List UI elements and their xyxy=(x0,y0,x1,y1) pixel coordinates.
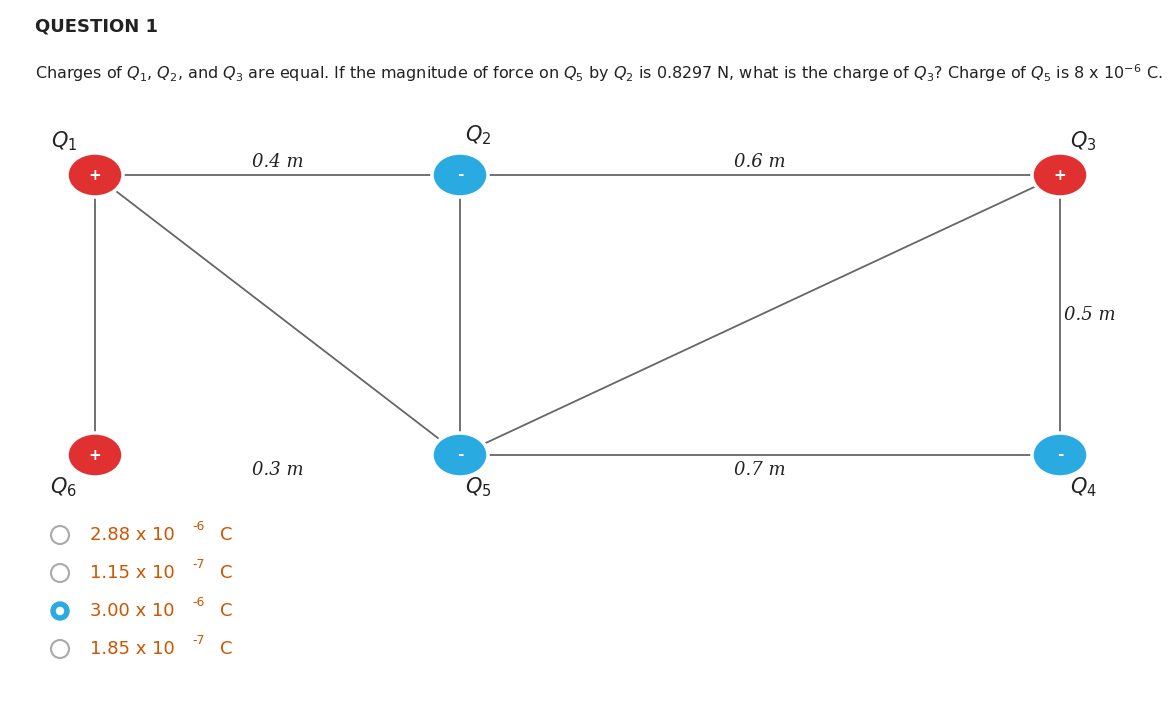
Ellipse shape xyxy=(432,433,488,477)
Text: -7: -7 xyxy=(192,634,205,648)
Text: Charges of $Q_1$, $Q_2$, and $Q_3$ are equal. If the magnitude of force on $Q_5$: Charges of $Q_1$, $Q_2$, and $Q_3$ are e… xyxy=(35,62,1163,83)
Text: +: + xyxy=(1054,168,1066,182)
Text: $Q_1$: $Q_1$ xyxy=(50,129,77,153)
Text: -6: -6 xyxy=(192,597,205,609)
Circle shape xyxy=(51,602,69,620)
Text: 0.4 m: 0.4 m xyxy=(253,153,304,171)
Text: C: C xyxy=(220,526,233,544)
Text: C: C xyxy=(220,640,233,658)
Ellipse shape xyxy=(1032,433,1088,477)
Text: -7: -7 xyxy=(192,559,205,571)
Text: 2.88 x 10: 2.88 x 10 xyxy=(90,526,174,544)
Text: 0.6 m: 0.6 m xyxy=(735,153,786,171)
Text: -6: -6 xyxy=(192,520,205,534)
Text: +: + xyxy=(89,168,102,182)
Text: 0.7 m: 0.7 m xyxy=(735,461,786,479)
Ellipse shape xyxy=(67,153,123,197)
Text: 0.3 m: 0.3 m xyxy=(253,461,304,479)
Text: $Q_3$: $Q_3$ xyxy=(1071,129,1096,153)
Text: 3.00 x 10: 3.00 x 10 xyxy=(90,602,174,620)
Text: -: - xyxy=(456,448,463,462)
Text: $Q_5$: $Q_5$ xyxy=(464,475,491,498)
Text: 0.5 m: 0.5 m xyxy=(1065,306,1116,324)
Ellipse shape xyxy=(432,153,488,197)
Text: 1.15 x 10: 1.15 x 10 xyxy=(90,564,174,582)
Text: C: C xyxy=(220,564,233,582)
Text: -: - xyxy=(1057,448,1064,462)
Text: QUESTION 1: QUESTION 1 xyxy=(35,18,158,36)
Text: $Q_6$: $Q_6$ xyxy=(50,475,77,498)
Circle shape xyxy=(56,607,63,614)
Text: $Q_4$: $Q_4$ xyxy=(1071,475,1096,498)
Ellipse shape xyxy=(1032,153,1088,197)
Ellipse shape xyxy=(67,433,123,477)
Text: +: + xyxy=(89,448,102,462)
Text: 1.85 x 10: 1.85 x 10 xyxy=(90,640,174,658)
Text: C: C xyxy=(220,602,233,620)
Text: -: - xyxy=(456,168,463,182)
Text: $Q_2$: $Q_2$ xyxy=(464,124,491,147)
